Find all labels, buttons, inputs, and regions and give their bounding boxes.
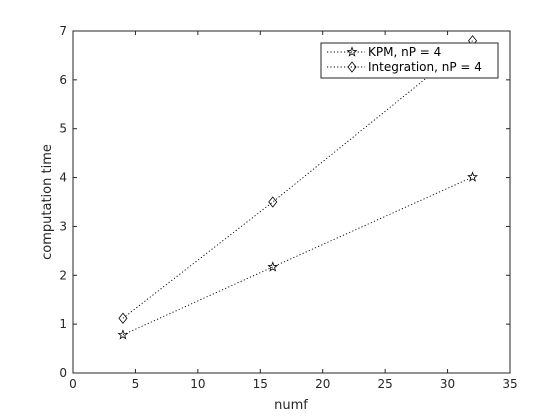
series-1-point	[267, 261, 279, 272]
series-line-2	[122, 40, 473, 319]
x-tick-label: 5	[132, 377, 140, 391]
x-tick-label: 35	[502, 377, 517, 391]
series-1-point	[117, 329, 129, 340]
y-tick-label: 7	[59, 24, 67, 38]
x-axis-label: numf	[274, 398, 308, 413]
series-line-1	[122, 176, 473, 336]
y-tick-label: 1	[59, 317, 67, 331]
legend-box	[320, 42, 499, 79]
y-axis-label: computation time	[40, 144, 55, 260]
y-tick-label: 6	[59, 73, 67, 87]
x-tick-label: 25	[378, 377, 393, 391]
legend-marker-2	[347, 61, 357, 73]
x-tick-label: 0	[69, 377, 77, 391]
series-2-point	[118, 312, 128, 324]
legend-label-1: KPM, nP = 4	[368, 45, 441, 59]
y-tick-label: 0	[59, 366, 67, 380]
y-tick-label: 5	[59, 122, 67, 136]
x-tick-label: 30	[440, 377, 455, 391]
y-tick-label: 2	[59, 268, 67, 282]
plot-area	[73, 31, 510, 373]
x-tick-label: 15	[253, 377, 268, 391]
legend-marker-1	[346, 46, 358, 57]
y-tick-label: 4	[59, 171, 67, 185]
series-2-point	[268, 196, 278, 208]
legend-label-2: Integration, nP = 4	[368, 60, 482, 74]
y-tick-label: 3	[59, 219, 67, 233]
axes-box	[72, 30, 511, 374]
x-tick-label: 10	[190, 377, 205, 391]
x-tick-label: 20	[315, 377, 330, 391]
series-1-point	[467, 171, 479, 182]
